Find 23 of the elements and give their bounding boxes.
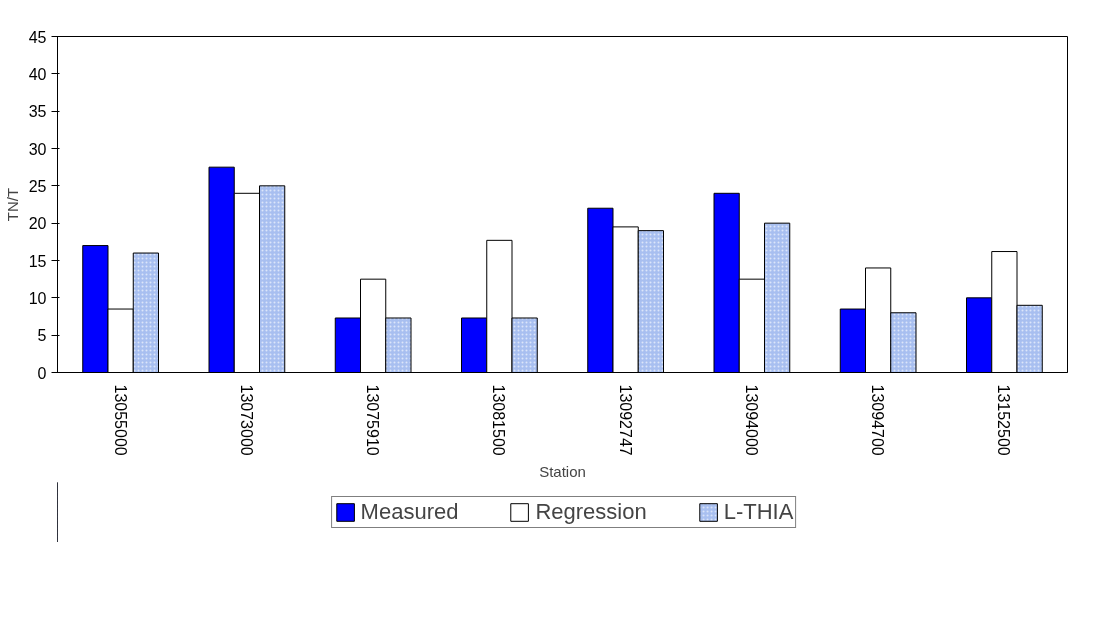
x-tick-label: 13152500	[995, 384, 1013, 456]
y-tick-label: 10	[28, 289, 47, 307]
y-tick-label: 0	[37, 364, 47, 382]
x-tick-label: 13055000	[111, 384, 129, 456]
legend-label: Regression	[535, 499, 647, 525]
legend-label: L-THIA	[723, 499, 794, 525]
x-tick-label: 13094000	[742, 384, 760, 456]
x-tick-label: 13075910	[364, 384, 382, 456]
y-tick-label: 25	[28, 177, 47, 195]
legend-label: Measured	[360, 499, 459, 525]
y-tick-label: 40	[28, 65, 47, 83]
x-axis-title: Station	[539, 462, 586, 480]
y-tick-label: 30	[28, 140, 47, 158]
y-tick-label: 35	[28, 103, 47, 121]
x-tick-label: 13094700	[869, 384, 887, 456]
x-tick-label: 13092747	[616, 384, 634, 456]
y-tick-label: 5	[37, 327, 47, 345]
x-tick-label: 13081500	[490, 384, 508, 456]
y-tick-label: 20	[28, 215, 47, 233]
y-axis-title: TN/T	[3, 187, 21, 222]
y-tick-label: 45	[28, 28, 47, 46]
x-tick-label: 13073000	[237, 384, 255, 456]
y-tick-label: 15	[28, 252, 47, 270]
